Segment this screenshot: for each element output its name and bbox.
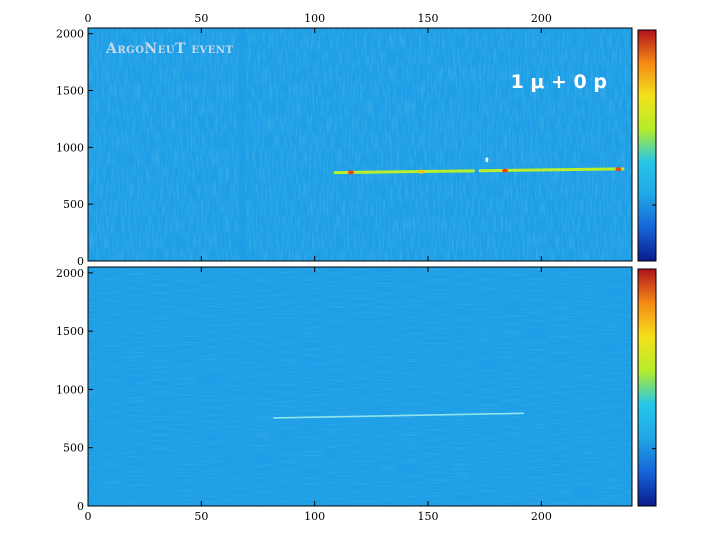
- charge-hit: [418, 169, 425, 174]
- y-tick-label: 500: [63, 442, 84, 455]
- event-labels: ArgoNeuT event 1 μ + 0 p: [105, 41, 607, 93]
- x-tick-label: 200: [531, 510, 552, 523]
- muon-track-segment: [478, 167, 625, 173]
- muon-track: [273, 412, 525, 419]
- particle-topology-label: 1 μ + 0 p: [511, 71, 607, 93]
- x-tick-label: 0: [85, 510, 92, 523]
- x-tick-label: 50: [194, 510, 208, 523]
- bottom-x-axis: 0 50 100 150 200: [85, 267, 552, 523]
- charge-hit: [485, 157, 489, 163]
- colorbar: [637, 268, 657, 507]
- y-tick-label: 0: [77, 255, 84, 268]
- x-tick-label: 50: [194, 12, 208, 25]
- bottom-panel: 0 500 1000 1500 2000: [56, 266, 633, 513]
- detector-noise: [88, 28, 632, 261]
- y-tick-label: 1500: [56, 325, 84, 338]
- x-tick-label: 100: [304, 12, 325, 25]
- colorbar: [637, 29, 657, 262]
- x-tick-label: 0: [85, 12, 92, 25]
- x-tick-label: 100: [304, 510, 325, 523]
- y-tick-label: 500: [63, 198, 84, 211]
- charge-hit: [615, 167, 622, 172]
- top-x-axis: 0 50 100 150 200: [85, 12, 552, 261]
- y-tick-label: 1500: [56, 85, 84, 98]
- x-tick-label: 150: [418, 510, 439, 523]
- y-tick-label: 1000: [56, 141, 84, 154]
- muon-track-segment: [333, 169, 475, 175]
- y-tick-label: 2000: [56, 267, 84, 280]
- plot-frame: [87, 27, 633, 262]
- charge-hit: [347, 170, 354, 175]
- top-panel: 0 500 1000 1500 2000: [56, 27, 633, 268]
- y-tick-label: 2000: [56, 28, 84, 41]
- x-tick-label: 150: [418, 12, 439, 25]
- charge-hit: [502, 168, 509, 173]
- dead-wire-band: [239, 28, 246, 261]
- detector-noise: [88, 267, 632, 506]
- y-tick-label: 0: [77, 500, 84, 513]
- plot-frame: [87, 266, 633, 507]
- event-title: ArgoNeuT event: [105, 41, 233, 57]
- y-tick-label: 1000: [56, 383, 84, 396]
- colorbars: [637, 29, 657, 507]
- x-tick-label: 200: [531, 12, 552, 25]
